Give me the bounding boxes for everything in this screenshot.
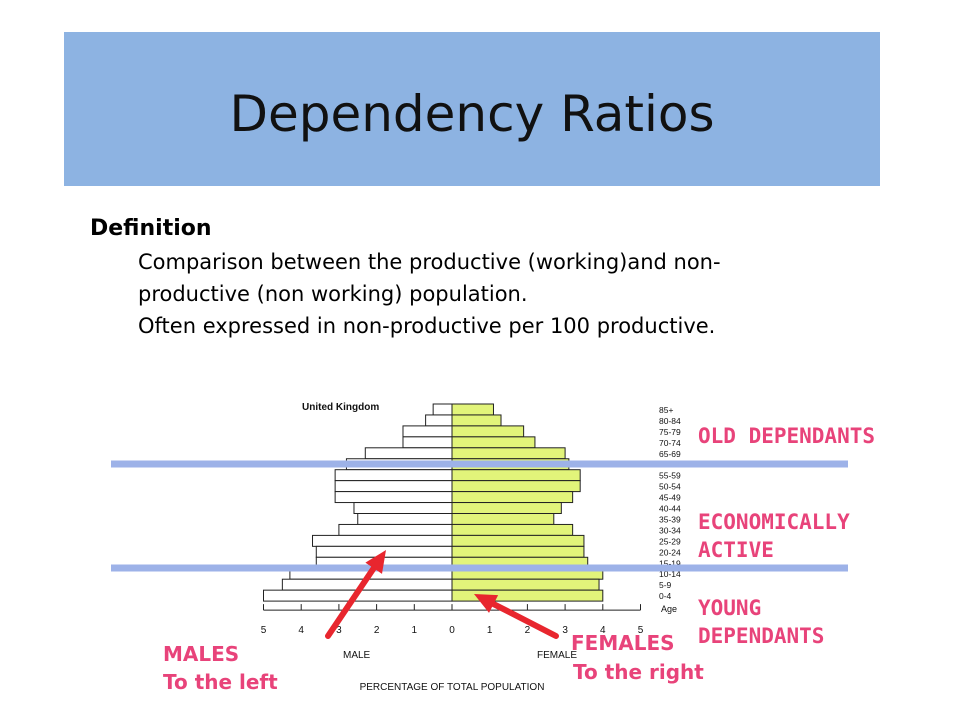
- age-label: 55-59: [659, 471, 681, 481]
- female-bar: [451, 414, 502, 427]
- definition-heading: Definition: [90, 216, 212, 241]
- females-arrow: [474, 594, 559, 639]
- age-label: 40-44: [659, 504, 681, 514]
- age-label: 25-29: [659, 536, 681, 546]
- female-bar: [451, 425, 525, 438]
- young-dependants-label-1: YOUNG: [698, 596, 762, 620]
- age-group-divider: [111, 564, 848, 572]
- age-label: 80-84: [659, 416, 681, 426]
- age-group-divider: [111, 460, 848, 468]
- age-label: 70-74: [659, 438, 681, 448]
- definition-line: Comparison between the productive (worki…: [138, 250, 721, 274]
- definition-line: Often expressed in non-productive per 10…: [138, 314, 716, 338]
- old-dependants-label: OLD DEPENDANTS: [698, 424, 876, 448]
- slide-title: Dependency Ratios: [229, 85, 715, 143]
- male-bar: [334, 469, 453, 482]
- x-tick-label: 5: [638, 625, 644, 636]
- age-label: 5-9: [659, 580, 672, 590]
- female-bar: [451, 403, 494, 416]
- x-tick-label: 1: [412, 625, 418, 636]
- female-bar: [451, 447, 566, 460]
- age-label: 20-24: [659, 547, 681, 557]
- young-dependants-label-2: DEPENDANTS: [698, 624, 825, 648]
- male-bar: [432, 403, 453, 416]
- age-label: 15-19: [659, 558, 681, 568]
- x-axis-title: PERCENTAGE OF TOTAL POPULATION: [360, 682, 545, 693]
- female-bar: [451, 534, 585, 547]
- age-label: 45-49: [659, 493, 681, 503]
- male-bar: [353, 502, 453, 514]
- age-label: 85+: [659, 405, 673, 415]
- female-axis-label: FEMALE: [537, 650, 577, 661]
- male-axis-label: MALE: [343, 650, 371, 661]
- female-bar: [451, 589, 604, 602]
- x-tick-label: 0: [449, 625, 455, 636]
- female-bar: [451, 491, 574, 504]
- female-bar: [451, 513, 555, 525]
- males-label: MALES: [163, 642, 240, 666]
- male-bar: [364, 447, 453, 460]
- female-bar: [451, 436, 536, 449]
- male-bar: [425, 414, 453, 427]
- female-bar: [451, 480, 581, 493]
- female-bar: [451, 469, 581, 482]
- definition-line: productive (non working) population.: [138, 282, 528, 306]
- x-tick-label: 4: [600, 625, 606, 636]
- economically-active-label-1: ECONOMICALLY: [698, 510, 850, 534]
- economically-active-label-2: ACTIVE: [698, 538, 774, 562]
- x-tick-label: 3: [336, 625, 342, 636]
- males-arrow: [325, 550, 386, 639]
- female-bar: [451, 545, 585, 558]
- x-tick-label: 4: [298, 625, 304, 636]
- x-tick-label: 2: [374, 625, 380, 636]
- females-sub-label: To the right: [573, 660, 704, 684]
- age-label: 75-79: [659, 427, 681, 437]
- x-tick-label: 1: [487, 625, 493, 636]
- age-label: 50-54: [659, 482, 681, 492]
- male-bar: [357, 513, 453, 525]
- females-label: FEMALES: [571, 631, 675, 655]
- x-tick-label: 2: [525, 625, 531, 636]
- age-label: 0-4: [659, 591, 672, 601]
- chart-title: United Kingdom: [302, 402, 379, 413]
- male-bar: [334, 480, 453, 493]
- x-tick-label: 5: [261, 625, 267, 636]
- male-bar: [312, 534, 453, 547]
- age-label: 65-69: [659, 449, 681, 459]
- x-tick-label: 3: [562, 625, 568, 636]
- male-bar: [334, 491, 453, 504]
- male-bar: [402, 436, 453, 449]
- age-label: 30-34: [659, 525, 681, 535]
- male-bar: [402, 425, 453, 438]
- age-label: 35-39: [659, 514, 681, 524]
- males-sub-label: To the left: [163, 670, 278, 694]
- female-bar: [451, 578, 600, 591]
- female-bar: [451, 502, 562, 514]
- male-bar: [338, 523, 453, 536]
- age-header: Age: [661, 604, 677, 614]
- age-label: 10-14: [659, 569, 681, 579]
- title-band: Dependency Ratios: [64, 32, 880, 186]
- female-bar: [451, 523, 574, 536]
